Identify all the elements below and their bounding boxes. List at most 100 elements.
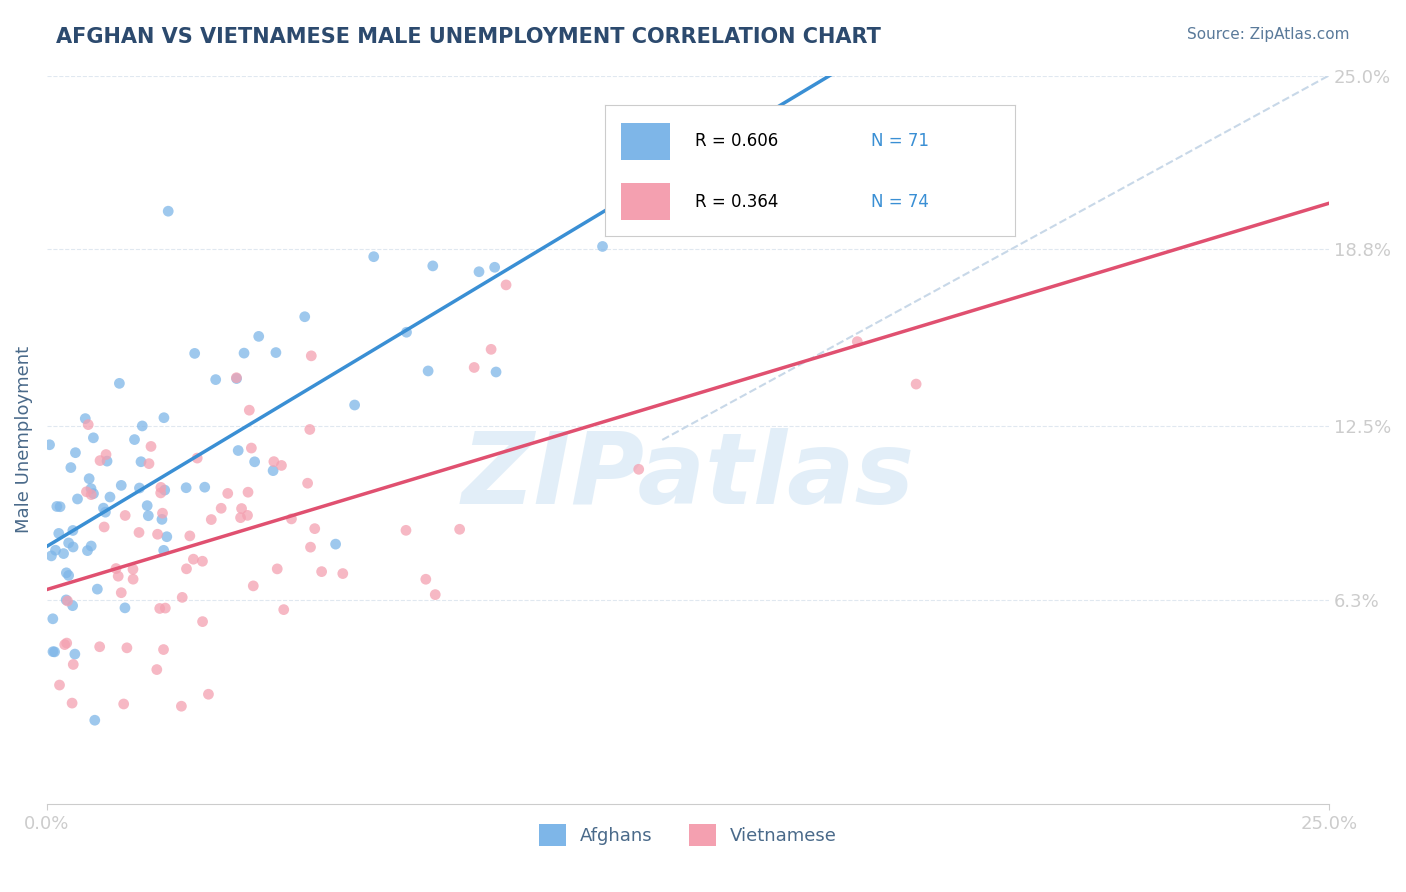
Point	[485, 365, 508, 379]
Point	[58, 568, 80, 582]
Point	[86, 582, 108, 596]
Point	[191, 554, 214, 568]
Point	[122, 562, 145, 576]
Point	[115, 640, 138, 655]
Point	[225, 370, 247, 384]
Point	[484, 260, 506, 275]
Point	[149, 480, 172, 494]
Point	[136, 508, 159, 523]
Point	[311, 565, 333, 579]
Point	[156, 530, 179, 544]
Text: ZIPatlas: ZIPatlas	[461, 428, 914, 524]
Point	[176, 562, 198, 576]
Point	[94, 448, 117, 462]
Point	[146, 663, 169, 677]
Point	[138, 457, 160, 471]
Point	[449, 522, 471, 536]
Point	[262, 464, 284, 478]
Point	[110, 585, 132, 599]
Point	[479, 343, 502, 357]
Point	[155, 601, 177, 615]
Point	[107, 569, 129, 583]
Point	[463, 360, 485, 375]
Point	[200, 512, 222, 526]
Point	[122, 572, 145, 586]
Point	[55, 593, 77, 607]
Point	[136, 499, 159, 513]
Point	[55, 566, 77, 580]
Point	[63, 647, 86, 661]
Point	[231, 501, 253, 516]
Point	[233, 346, 256, 360]
Point	[304, 522, 326, 536]
Point	[395, 524, 418, 538]
Point	[48, 678, 70, 692]
Point	[128, 481, 150, 495]
Point	[62, 524, 84, 538]
Point	[96, 454, 118, 468]
Point	[204, 373, 226, 387]
Point	[56, 594, 79, 608]
Point	[44, 645, 66, 659]
Y-axis label: Male Unemployment: Male Unemployment	[15, 346, 32, 533]
Point	[45, 500, 67, 514]
Point	[186, 451, 208, 466]
Point	[58, 536, 80, 550]
Point	[627, 462, 650, 476]
Point	[236, 508, 259, 523]
Point	[149, 601, 172, 615]
Point	[153, 483, 176, 497]
Point	[299, 540, 322, 554]
Point	[48, 526, 70, 541]
Point	[270, 458, 292, 473]
Point	[468, 265, 491, 279]
Point	[172, 591, 194, 605]
Point	[191, 615, 214, 629]
Point	[905, 377, 928, 392]
Point	[62, 540, 84, 554]
Point	[236, 485, 259, 500]
Point	[152, 543, 174, 558]
Point	[146, 527, 169, 541]
Point	[297, 476, 319, 491]
Point	[395, 325, 418, 339]
Point	[93, 501, 115, 516]
Point	[114, 508, 136, 523]
Point	[238, 403, 260, 417]
Point	[280, 512, 302, 526]
Point	[209, 501, 232, 516]
Point	[83, 713, 105, 727]
Point	[174, 481, 197, 495]
Point	[263, 455, 285, 469]
Text: Source: ZipAtlas.com: Source: ZipAtlas.com	[1187, 27, 1350, 42]
Point	[243, 455, 266, 469]
Point	[363, 250, 385, 264]
Point	[105, 561, 128, 575]
Point	[75, 411, 97, 425]
Point	[128, 525, 150, 540]
Point	[80, 482, 103, 496]
Point	[226, 443, 249, 458]
Point	[425, 588, 447, 602]
Point	[247, 329, 270, 343]
Point	[152, 642, 174, 657]
Point	[62, 599, 84, 613]
Point	[242, 579, 264, 593]
Point	[149, 486, 172, 500]
Point	[152, 506, 174, 520]
Point	[89, 640, 111, 654]
Point	[49, 500, 72, 514]
Point	[129, 455, 152, 469]
Point	[59, 460, 82, 475]
Point	[325, 537, 347, 551]
Point	[108, 376, 131, 391]
Point	[38, 438, 60, 452]
Point	[75, 484, 97, 499]
Point	[89, 453, 111, 467]
Point	[62, 657, 84, 672]
Text: AFGHAN VS VIETNAMESE MALE UNEMPLOYMENT CORRELATION CHART: AFGHAN VS VIETNAMESE MALE UNEMPLOYMENT C…	[56, 27, 882, 46]
Point	[298, 422, 321, 436]
Point	[77, 417, 100, 432]
Point	[77, 472, 100, 486]
Point	[240, 441, 263, 455]
